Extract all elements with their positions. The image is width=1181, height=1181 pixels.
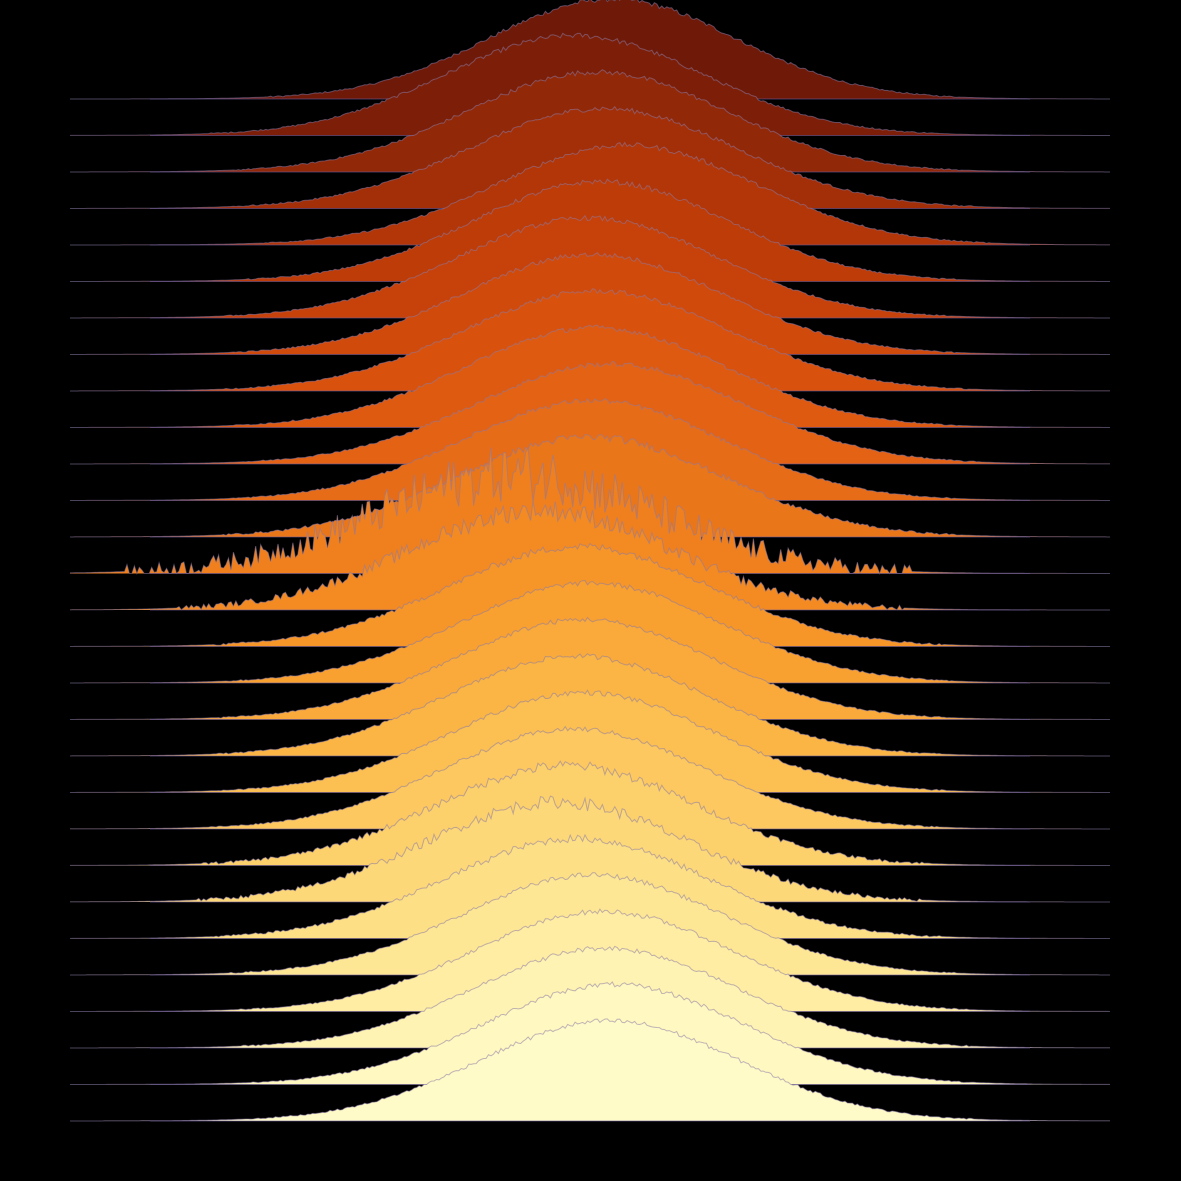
ridge-line-12 [70, 434, 1110, 538]
ridge-line-23 [69, 833, 1110, 939]
ridge-line-22 [70, 795, 1110, 903]
ridge-line-13 [70, 446, 1110, 575]
ridge-line-1 [70, 32, 1110, 136]
ridge-line-10 [70, 360, 1110, 465]
ridge-line-9 [70, 324, 1110, 428]
ridges-group [69, 0, 1111, 1122]
ridge-line-16 [70, 579, 1110, 684]
ridge-line-20 [70, 725, 1110, 830]
ridge-line-18 [69, 653, 1110, 757]
ridge-area-28 [70, 1018, 1110, 1121]
ridge-line-21 [70, 760, 1110, 866]
ridge-line-26 [70, 945, 1110, 1049]
ridge-line-15 [70, 542, 1110, 647]
ridge-line-2 [70, 69, 1110, 173]
ridge-line-17 [70, 616, 1110, 720]
ridge-line-8 [70, 288, 1110, 392]
ridge-line-28 [70, 1018, 1110, 1122]
ridge-line-14 [69, 501, 1110, 611]
ridge-line-24 [70, 872, 1110, 976]
ridge-line-6 [70, 214, 1110, 319]
ridge-line-5 [70, 178, 1110, 282]
ridge-line-7 [70, 252, 1110, 355]
ridge-line-11 [70, 397, 1110, 501]
ridge-line-0 [70, 0, 1110, 100]
ridge-area-12 [70, 434, 1110, 537]
ridge-line-25 [70, 908, 1111, 1012]
ridge-line-19 [70, 689, 1110, 793]
ridge-line-4 [70, 141, 1110, 246]
ridge-area-13 [70, 447, 1110, 574]
ridge-line-3 [70, 105, 1110, 209]
ridge-line-27 [70, 981, 1110, 1085]
